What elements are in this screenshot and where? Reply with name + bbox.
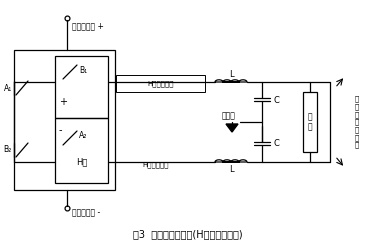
Bar	[116, 75, 205, 92]
Bar	[14, 50, 115, 190]
Text: B₁: B₁	[79, 65, 87, 75]
Text: 图3  大功率输出部分(H桥和滤波电路): 图3 大功率输出部分(H桥和滤波电路)	[133, 229, 243, 239]
Bar	[55, 56, 108, 118]
Text: 负
载: 负 载	[308, 112, 312, 132]
Text: 参考地: 参考地	[222, 111, 236, 121]
Text: H桥负输出端: H桥负输出端	[142, 162, 169, 168]
Text: L: L	[229, 69, 233, 79]
Bar	[55, 118, 108, 183]
Bar	[303, 92, 317, 152]
Text: L: L	[229, 165, 233, 174]
Text: 至
电
压
采
样
电
路: 至 电 压 采 样 电 路	[355, 96, 359, 148]
Text: A₁: A₁	[4, 83, 12, 92]
Polygon shape	[226, 124, 238, 132]
Text: B₂: B₂	[4, 145, 12, 155]
Text: C: C	[274, 96, 280, 104]
Text: H桥: H桥	[76, 158, 87, 166]
Text: 大功率电源 +: 大功率电源 +	[72, 21, 104, 30]
Text: A₂: A₂	[79, 131, 87, 141]
Text: C: C	[274, 140, 280, 148]
Text: H桥正输出端: H桥正输出端	[147, 80, 174, 87]
Text: -: -	[59, 125, 62, 135]
Text: +: +	[59, 97, 67, 107]
Text: 大功率电源 -: 大功率电源 -	[72, 208, 100, 218]
